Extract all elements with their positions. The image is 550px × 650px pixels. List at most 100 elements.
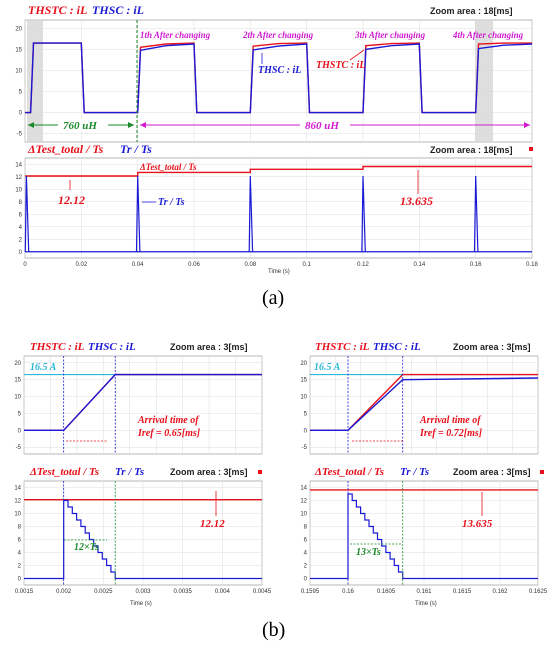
y-tick-labels: -5 0 5 10 15 20 (14, 361, 21, 451)
value-label: 12.12 (200, 518, 225, 530)
y-tick-label: 5 (304, 411, 308, 417)
zoom-label: Zoom area : 3[ms] (453, 342, 531, 352)
title-tr: Tr / Ts (400, 466, 429, 478)
x-tick-label: 0.161 (416, 589, 432, 595)
y-tick-label: 6 (304, 538, 308, 544)
staircase (310, 493, 538, 580)
caption-b: (b) (262, 619, 285, 641)
label-thstc-inline: THSTC : iL (316, 60, 365, 71)
y-tick-label: 0 (304, 428, 308, 434)
label-bg (58, 118, 108, 132)
y-tick-label: 14 (300, 486, 307, 492)
zoom-label: Zoom area : 3[ms] (170, 467, 248, 477)
arrival-line2: Iref = 0.65[ms] (137, 428, 201, 439)
y-tick-label: 10 (14, 395, 21, 401)
panel-b-right-bottom: ΔTest_total / Ts Tr / Ts Zoom area : 3[m… (300, 466, 548, 607)
value-right: 13.635 (400, 194, 433, 208)
x-tick-label: 0.18 (526, 262, 538, 268)
x-tick-label: 0.1605 (377, 589, 396, 595)
count-label: 13×Ts (356, 547, 381, 558)
y-tick-label: 0 (19, 111, 23, 117)
spike (473, 175, 479, 252)
annotation-4: 4th After changing (452, 30, 524, 40)
title-thstc: THSTC : iL (28, 3, 87, 17)
series-line (24, 373, 262, 431)
value-label: 13.635 (462, 518, 493, 530)
series-lines (24, 356, 262, 454)
y-tick-labels: 0 2 4 6 8 10 12 14 (15, 162, 22, 256)
annotation-3: 3th After changing (354, 30, 426, 40)
y-tick-label: 12 (300, 499, 307, 505)
inductance-after: 860 uH (305, 120, 339, 132)
y-tick-label: 14 (14, 486, 21, 492)
x-tick-label: 0 (23, 262, 27, 268)
label-bg (300, 118, 350, 132)
arrival-line2: Iref = 0.72[ms] (419, 428, 483, 439)
y-tick-label: 20 (300, 361, 307, 367)
series-line (25, 165, 532, 177)
y-tick-label: 4 (304, 551, 308, 557)
y-tick-label: 0 (18, 428, 22, 434)
x-tick-label: 0.004 (215, 589, 231, 595)
series-lines (310, 356, 539, 454)
title-delta-t: ΔTest_total / Ts (27, 142, 104, 156)
y-tick-label: 15 (14, 378, 21, 384)
y-tick-label: 5 (19, 90, 23, 96)
x-tick-label: 0.16 (342, 589, 354, 595)
x-tick-label: 0.12 (357, 262, 369, 268)
title-thsc: THSC : iL (373, 341, 421, 353)
panel-b-left-top: THSTC : iL THSC : iL Zoom area : 3[ms] -… (14, 341, 263, 455)
y-tick-label: 8 (304, 525, 308, 531)
title-thsc: THSC : iL (92, 3, 144, 17)
title-thstc: THSTC : iL (30, 341, 85, 353)
zoom-label: Zoom area : 3[ms] (170, 342, 248, 352)
x-axis-label: Time (s) (415, 601, 437, 607)
y-tick-label: 8 (18, 525, 22, 531)
zoom-shade-right (475, 20, 493, 142)
panel-b-left-bottom: ΔTest_total / Ts Tr / Ts Zoom area : 3[m… (14, 466, 272, 607)
panel-b-right-top: THSTC : iL THSC : iL Zoom area : 3[ms] -… (300, 341, 539, 455)
y-tick-label: 2 (18, 564, 22, 570)
y-tick-labels: -5 0 5 10 15 20 (300, 361, 307, 451)
y-tick-labels: -5 0 5 10 15 20 (15, 26, 22, 137)
caption-a: (a) (262, 287, 284, 309)
y-tick-label: 12 (15, 175, 22, 181)
legend-delta-t: ΔTest_total / Ts (139, 162, 197, 172)
x-tick-label: 0.06 (188, 262, 200, 268)
y-tick-label: 2 (304, 564, 308, 570)
legend-marker (258, 470, 262, 474)
plot-frame (23, 355, 263, 455)
x-tick-labels: 0 0.02 0.04 0.06 0.08 0.1 0.12 0.14 0.16 0.18 (23, 262, 538, 268)
y-tick-label: -5 (17, 132, 23, 138)
spike (135, 175, 141, 252)
x-tick-label: 0.08 (244, 262, 256, 268)
plot-frame (24, 157, 533, 259)
y-tick-label: 10 (14, 512, 21, 518)
title-delta-t: ΔTest_total / Ts (314, 466, 384, 478)
panel-a-top: -5 0 5 10 15 20 THSTC : iL THSC : iL Zoom are… (15, 3, 533, 143)
label-thsc-inline: THSC : iL (258, 65, 301, 76)
y-tick-label: 0 (304, 577, 308, 583)
arrowhead (524, 122, 530, 128)
plot-frame (309, 355, 539, 455)
series-lines (24, 481, 262, 585)
y-tick-label: 6 (19, 212, 23, 218)
x-tick-label: 0.0035 (173, 589, 192, 595)
y-tick-labels: 0 2 4 6 8 10 12 14 (300, 486, 307, 583)
annotation-1: 1th After changing (140, 30, 211, 40)
y-tick-label: 10 (15, 68, 22, 74)
y-tick-label: 20 (15, 26, 22, 32)
x-tick-label: 0.1595 (301, 589, 320, 595)
series-line (310, 377, 539, 431)
zoom-label: Zoom area : 18[ms] (430, 6, 513, 16)
y-tick-label: 2 (19, 237, 23, 243)
annotation-2: 2th After changing (242, 30, 314, 40)
series-line (25, 42, 533, 114)
zoom-label: Zoom area : 18[ms] (430, 145, 513, 155)
x-tick-label: 0.02 (75, 262, 87, 268)
zoom-label: Zoom area : 3[ms] (453, 467, 531, 477)
x-axis-label: Time (s) (268, 269, 290, 275)
legend-marker (540, 470, 544, 474)
y-tick-label: 6 (18, 538, 22, 544)
